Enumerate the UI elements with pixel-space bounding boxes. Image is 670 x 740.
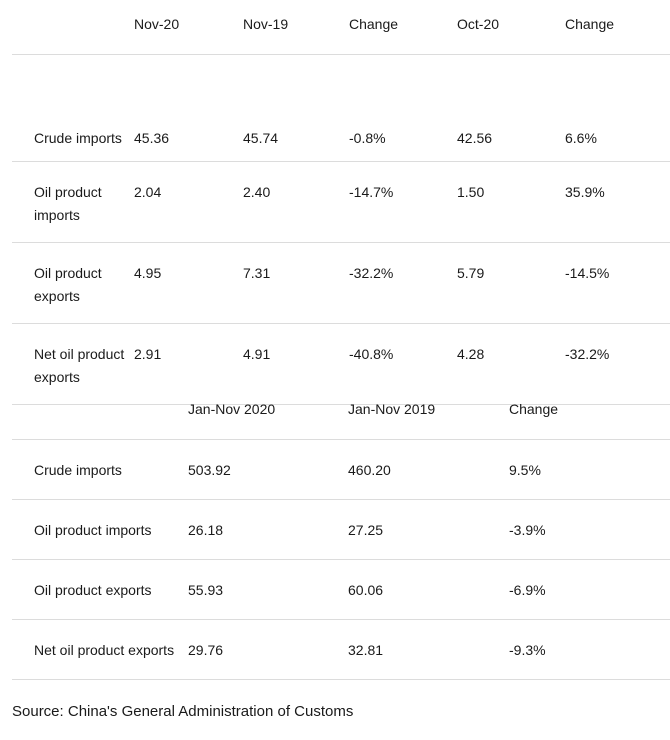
table-cell: 27.25	[348, 521, 384, 538]
ytd-header-change: Change	[509, 401, 559, 417]
table-cell: 1.50	[457, 183, 485, 200]
table-cell: 4.28	[457, 345, 485, 362]
table-cell: 5.79	[457, 264, 485, 281]
ytd-table: Jan-Nov 2020 Jan-Nov 2019 Change Crude i…	[12, 379, 670, 680]
row-label: Net oil product exports	[34, 345, 125, 385]
table-cell: 60.06	[348, 581, 384, 598]
table-cell: -9.3%	[509, 641, 546, 658]
table-row: Crude imports 45.36 45.74 -0.8% 42.56 6.…	[12, 54, 670, 161]
table-cell: 35.9%	[565, 183, 605, 200]
table-cell: -0.8%	[349, 129, 386, 146]
ytd-header-2020: Jan-Nov 2020	[188, 401, 276, 417]
table-cell: 2.04	[134, 183, 162, 200]
table-row: Net oil product exports 2.91 4.91 -40.8%…	[12, 323, 670, 404]
row-label: Crude imports	[34, 129, 122, 146]
monthly-header-blank	[12, 0, 134, 54]
table-cell: 26.18	[188, 521, 224, 538]
table-cell: 460.20	[348, 461, 391, 478]
source-note: Source: China's General Administration o…	[12, 703, 354, 720]
table-cell: -6.9%	[509, 581, 546, 598]
row-label: Oil product imports	[34, 521, 152, 538]
table-cell: -3.9%	[509, 521, 546, 538]
monthly-header-oct20: Oct-20	[457, 16, 500, 32]
row-label: Net oil product exports	[34, 641, 175, 658]
table-cell: -14.7%	[349, 183, 394, 200]
row-label: Crude imports	[34, 461, 122, 478]
table-cell: 503.92	[188, 461, 231, 478]
row-label: Oil product imports	[34, 183, 102, 223]
monthly-table: Nov-20 Nov-19 Change Oct-20 Change Crude…	[12, 0, 670, 405]
table-cell: 7.31	[243, 264, 271, 281]
ytd-header-2019: Jan-Nov 2019	[348, 401, 436, 417]
table-cell: 42.56	[457, 129, 493, 146]
table-cell: 2.91	[134, 345, 162, 362]
row-label: Oil product exports	[34, 264, 102, 304]
table-cell: -40.8%	[349, 345, 394, 362]
monthly-header-nov19: Nov-19	[243, 16, 289, 32]
table-cell: 32.81	[348, 641, 384, 658]
table-cell: 9.5%	[509, 461, 541, 478]
table-cell: 45.74	[243, 129, 279, 146]
row-label: Oil product exports	[34, 581, 152, 598]
table-row: Oil product exports 55.93 60.06 -6.9%	[12, 559, 670, 619]
monthly-table-header-row: Nov-20 Nov-19 Change Oct-20 Change	[12, 0, 670, 54]
table-cell: -32.2%	[565, 345, 610, 362]
monthly-header-nov20: Nov-20	[134, 16, 180, 32]
table-cell: 4.91	[243, 345, 271, 362]
table-row: Oil product imports 2.04 2.40 -14.7% 1.5…	[12, 161, 670, 242]
table-cell: 45.36	[134, 129, 170, 146]
monthly-header-change-yoy: Change	[349, 16, 399, 32]
ytd-header-blank	[12, 379, 188, 439]
table-cell: 4.95	[134, 264, 162, 281]
table-cell: -14.5%	[565, 264, 610, 281]
table-row: Net oil product exports 29.76 32.81 -9.3…	[12, 619, 670, 679]
table-cell: 29.76	[188, 641, 224, 658]
table-row: Oil product exports 4.95 7.31 -32.2% 5.7…	[12, 242, 670, 323]
table-cell: 2.40	[243, 183, 271, 200]
table-cell: 6.6%	[565, 129, 597, 146]
table-cell: 55.93	[188, 581, 224, 598]
monthly-header-change-mom: Change	[565, 16, 615, 32]
table-cell: -32.2%	[349, 264, 394, 281]
table-row: Oil product imports 26.18 27.25 -3.9%	[12, 499, 670, 559]
table-row: Crude imports 503.92 460.20 9.5%	[12, 439, 670, 499]
ytd-table-header-row: Jan-Nov 2020 Jan-Nov 2019 Change	[12, 379, 670, 439]
